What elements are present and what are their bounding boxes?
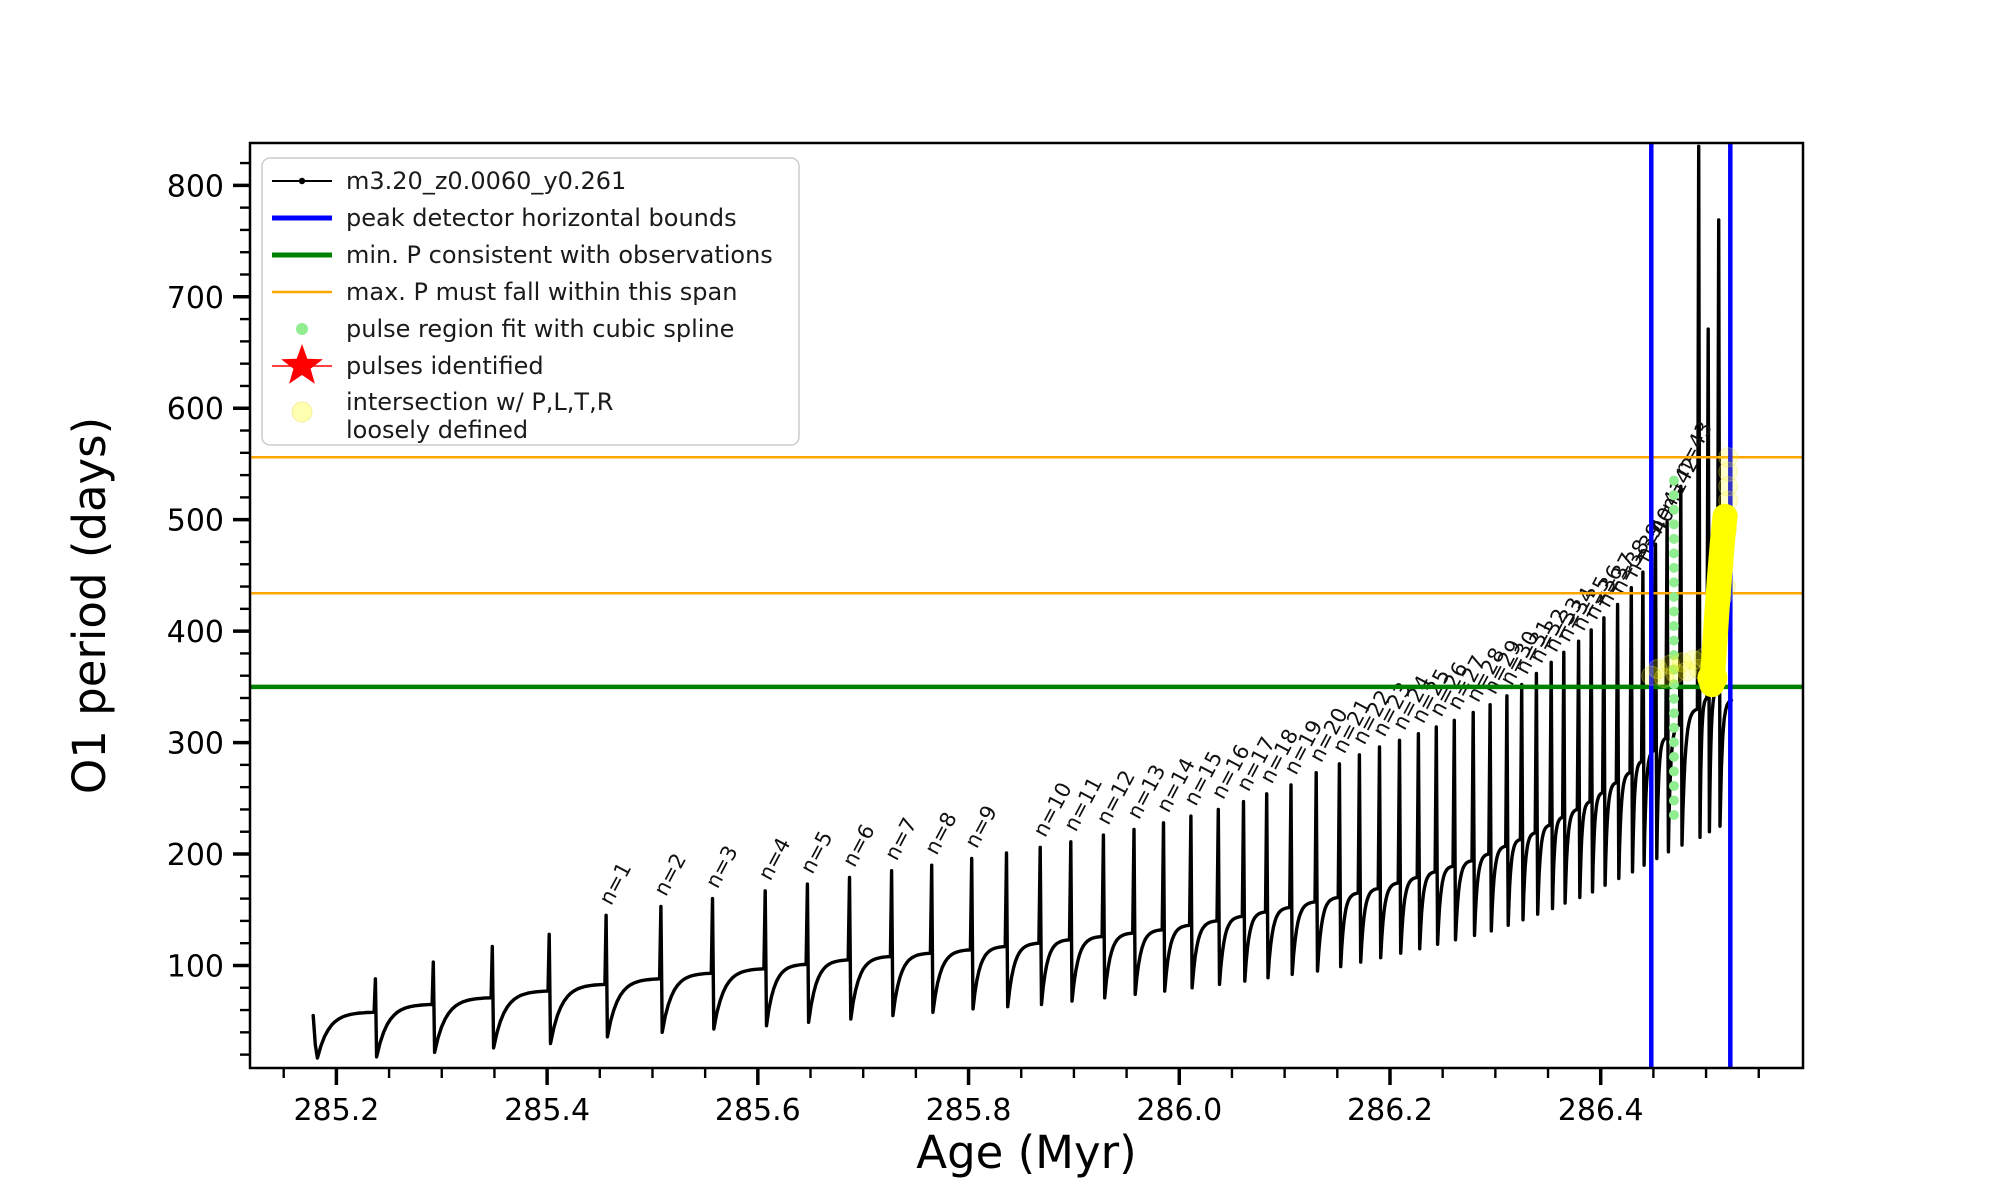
pulse-label: n=2 — [649, 849, 691, 899]
spline-dot — [1668, 504, 1679, 515]
intersection-dot — [1718, 447, 1739, 468]
y-axis-label: O1 period (days) — [63, 417, 116, 794]
pulse-label: n=4 — [753, 834, 795, 884]
intersection-dot — [1641, 665, 1662, 686]
intersection-blob-tip — [1697, 662, 1728, 693]
legend-label: m3.20_z0.0060_y0.261 — [346, 167, 626, 195]
spline-dot — [1668, 650, 1679, 661]
spline-dot — [1668, 490, 1679, 501]
pulse-label: n=8 — [920, 808, 962, 858]
legend-label: intersection w/ P,L,T,R — [346, 388, 613, 416]
legend-dot-sample — [296, 323, 308, 335]
legend-label: pulse region fit with cubic spline — [346, 315, 734, 343]
pulse-labels: n=1 n=2 n=3 n=4 n=5 n=6 n=7n=8n=9 n=10n=11n=12n… — [594, 417, 1717, 908]
spline-dot — [1668, 635, 1679, 646]
legend-label: pulses identified — [346, 352, 544, 380]
intersection-dot — [1671, 652, 1692, 673]
x-tick-label: 286.0 — [1136, 1093, 1222, 1128]
x-tick-label: 285.8 — [926, 1093, 1012, 1128]
spline-dot — [1668, 766, 1679, 777]
legend-series-marker — [298, 177, 306, 185]
intersection-dot — [1647, 659, 1668, 680]
pulse-label: n=1 — [594, 858, 636, 908]
spline-dot — [1668, 795, 1679, 806]
spline-dot — [1668, 693, 1679, 704]
legend-bigdot-sample — [291, 401, 313, 423]
legend-label: peak detector horizontal bounds — [346, 204, 737, 232]
x-axis: 285.2 285.4 285.6 285.8 286.0 286.2 286.4 — [282, 1068, 1760, 1128]
legend-label: loosely defined — [346, 416, 528, 444]
spline-dot — [1668, 780, 1679, 791]
pulse-label: n=7 — [880, 814, 922, 864]
spline-dot — [1668, 519, 1679, 530]
spline-dot — [1668, 577, 1679, 588]
axes-frame — [248, 141, 1805, 1070]
y-tick-label: 700 — [167, 281, 224, 316]
y-tick-label: 400 — [167, 615, 224, 650]
x-tick-label: 286.4 — [1558, 1093, 1644, 1128]
intersection-dot — [1653, 667, 1674, 688]
spline-dot — [1668, 664, 1679, 675]
legend-label: max. P must fall within this span — [346, 278, 737, 306]
spline-dot — [1668, 562, 1679, 573]
x-tick-label: 285.4 — [504, 1093, 590, 1128]
series-curve — [311, 144, 1734, 1060]
y-axis: 100 200 300 400 500 600 700 800 — [167, 161, 250, 1056]
spline-dot — [1668, 621, 1679, 632]
legend-star-icon — [281, 344, 323, 384]
pulse-label: n=9 — [960, 801, 1002, 851]
y-tick-label: 600 — [167, 392, 224, 427]
y-tick-label: 200 — [167, 838, 224, 873]
spline-dot — [1668, 722, 1679, 733]
intersection-dot — [1718, 461, 1739, 482]
intersection-dot — [1677, 661, 1698, 682]
spline-dot — [1668, 679, 1679, 690]
spline-dot — [1668, 606, 1679, 617]
spline-fit-dots — [1668, 475, 1679, 821]
intersection-dot — [1660, 654, 1681, 675]
y-tick-label: 100 — [167, 949, 224, 984]
spline-dot — [1668, 591, 1679, 602]
legend-label: min. P consistent with observations — [346, 241, 773, 269]
spline-dot — [1668, 475, 1679, 486]
y-tick-label: 800 — [167, 169, 224, 204]
pulse-label: n=6 — [838, 820, 880, 870]
legend-box — [261, 157, 800, 446]
pulse-label: n=3 — [701, 842, 743, 892]
spline-dot — [1668, 533, 1679, 544]
spline-dot — [1668, 737, 1679, 748]
x-axis-label: Age (Myr) — [916, 1126, 1136, 1179]
pulse-label: n=5 — [796, 827, 838, 877]
x-tick-label: 285.6 — [715, 1093, 801, 1128]
x-tick-label: 286.2 — [1347, 1093, 1433, 1128]
spline-dot — [1668, 751, 1679, 762]
intersection-dot — [1718, 476, 1739, 497]
spline-dot — [1668, 548, 1679, 559]
spline-dot — [1668, 810, 1679, 821]
intersection-dot — [1665, 663, 1686, 684]
x-tick-label: 285.2 — [293, 1093, 379, 1128]
y-tick-label: 300 — [167, 727, 224, 762]
intersection-blob — [1699, 503, 1738, 698]
spline-dot — [1668, 708, 1679, 719]
y-tick-label: 500 — [167, 504, 224, 539]
